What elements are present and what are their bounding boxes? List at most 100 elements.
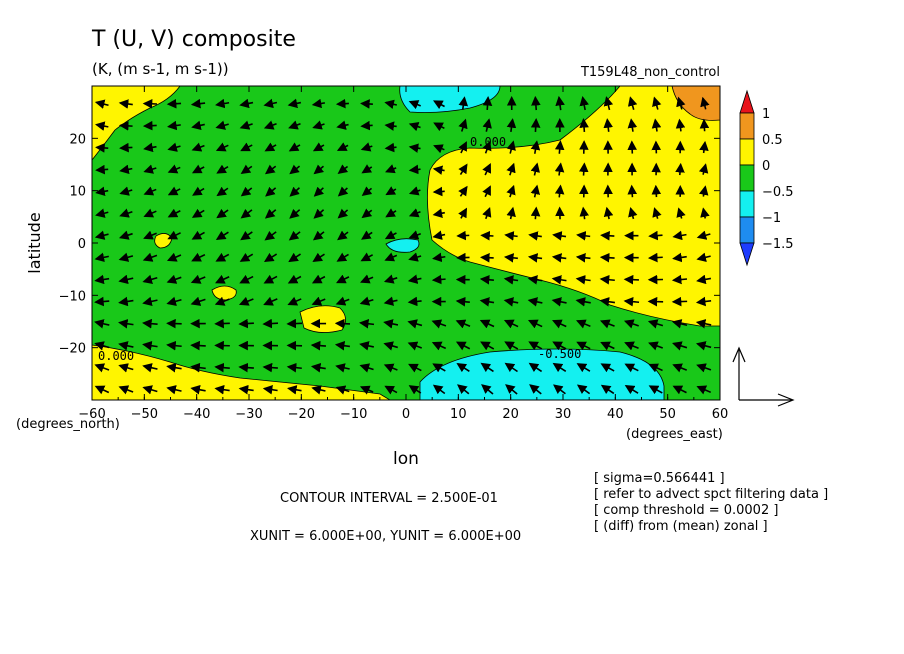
x-tick-label: 40 bbox=[607, 407, 624, 422]
wind-arrow bbox=[384, 142, 397, 153]
y-tick-label: −10 bbox=[59, 289, 86, 304]
wind-arrow bbox=[263, 98, 278, 109]
wind-arrow bbox=[385, 208, 397, 218]
wind-arrow bbox=[215, 142, 229, 152]
wind-arrow bbox=[383, 296, 398, 306]
wind-arrow bbox=[600, 230, 615, 241]
x-axis: −60 −50 −40 −30 −20 −10 0 10 20 30 40 50 60 bbox=[78, 86, 728, 422]
wind-arrow bbox=[479, 275, 494, 285]
wind-arrow bbox=[552, 362, 567, 373]
wind-arrow bbox=[603, 96, 614, 111]
wind-arrow bbox=[528, 341, 543, 351]
wind-arrow bbox=[676, 207, 686, 219]
wind-arrow bbox=[166, 385, 182, 395]
x-tick-label: −10 bbox=[340, 407, 367, 422]
wind-arrow bbox=[504, 231, 518, 241]
wind-arrow bbox=[311, 98, 326, 109]
wind-arrow bbox=[167, 120, 181, 131]
wind-arrow bbox=[95, 143, 109, 153]
wind-arrow bbox=[312, 252, 325, 262]
wind-arrow bbox=[455, 341, 471, 351]
wind-arrow bbox=[696, 385, 712, 395]
wind-arrow bbox=[334, 340, 350, 351]
wind-arrow bbox=[482, 140, 492, 154]
colorbar-label: −1.5 bbox=[762, 237, 794, 252]
wind-arrow bbox=[264, 208, 277, 219]
wind-arrow bbox=[142, 296, 158, 307]
wind-arrow bbox=[191, 208, 205, 218]
colorbar-label: −1 bbox=[762, 211, 781, 226]
note-line: [ (diff) from (mean) zonal ] bbox=[594, 519, 768, 534]
wind-arrow bbox=[700, 207, 710, 219]
wind-arrow bbox=[431, 274, 446, 285]
wind-arrow bbox=[216, 186, 229, 197]
wind-arrow bbox=[672, 363, 688, 373]
wind-arrow bbox=[458, 118, 468, 132]
wind-arrow bbox=[627, 96, 638, 110]
y-tick-label: 10 bbox=[69, 185, 86, 200]
wind-arrow bbox=[600, 341, 615, 351]
wind-arrow bbox=[600, 363, 615, 373]
wind-arrow bbox=[552, 231, 567, 241]
wind-arrow bbox=[482, 207, 492, 220]
wind-arrow bbox=[383, 341, 398, 351]
wind-arrow bbox=[384, 385, 398, 395]
wind-arrow bbox=[675, 162, 685, 176]
x-tick-label: −60 bbox=[78, 407, 105, 422]
wind-arrow bbox=[119, 164, 133, 175]
wind-arrow bbox=[286, 362, 302, 373]
wind-arrow bbox=[360, 274, 374, 284]
wind-arrow bbox=[431, 341, 447, 351]
wind-arrow bbox=[312, 142, 325, 152]
wind-arrow bbox=[360, 252, 374, 262]
wind-arrow bbox=[671, 274, 688, 285]
wind-arrow bbox=[530, 162, 540, 176]
wind-arrow bbox=[214, 362, 230, 373]
wind-arrow bbox=[118, 99, 133, 109]
wind-arrow bbox=[551, 297, 567, 307]
wind-arrow bbox=[503, 297, 519, 307]
wind-arrow bbox=[651, 184, 662, 198]
wind-arrow bbox=[383, 319, 399, 329]
wind-arrow bbox=[576, 384, 591, 395]
wind-arrow bbox=[696, 363, 712, 373]
wind-arrow bbox=[552, 319, 567, 329]
wind-arrow bbox=[623, 296, 640, 307]
wind-arrow bbox=[384, 121, 397, 131]
wind-arrow bbox=[335, 363, 350, 373]
wind-arrow bbox=[118, 385, 134, 395]
wind-arrow bbox=[289, 208, 301, 219]
colorbar-segment bbox=[739, 164, 755, 192]
wind-arrow bbox=[555, 95, 565, 111]
wind-arrow bbox=[142, 274, 158, 284]
wind-arrow bbox=[239, 98, 254, 109]
wind-arrow bbox=[624, 385, 639, 395]
wind-arrow bbox=[530, 184, 541, 198]
wind-arrow bbox=[505, 384, 518, 395]
wind-arrow bbox=[530, 118, 541, 132]
wind-vectors bbox=[94, 95, 712, 395]
wind-arrow bbox=[506, 184, 516, 198]
wind-arrow bbox=[190, 274, 206, 284]
wind-arrow bbox=[287, 274, 302, 284]
contour-label: 0.000 bbox=[470, 135, 506, 149]
wind-arrow bbox=[239, 252, 254, 262]
wind-arrow bbox=[479, 297, 495, 307]
wind-arrow bbox=[167, 142, 181, 152]
colorbar-label: 0 bbox=[762, 159, 770, 174]
unit-scale: XUNIT = 6.000E+00, YUNIT = 6.000E+00 bbox=[250, 529, 521, 544]
wind-arrow bbox=[142, 120, 157, 131]
x-tick-label: −30 bbox=[235, 407, 262, 422]
wind-arrow bbox=[94, 99, 109, 109]
colorbar-label: −0.5 bbox=[762, 185, 794, 200]
wind-arrow bbox=[552, 341, 567, 351]
wind-arrow bbox=[408, 385, 422, 395]
wind-arrow bbox=[215, 98, 230, 109]
wind-arrow bbox=[623, 319, 639, 329]
wind-arrow bbox=[215, 230, 229, 241]
wind-arrow bbox=[579, 206, 590, 220]
colorbar-segment bbox=[739, 138, 755, 166]
wind-arrow bbox=[337, 230, 349, 241]
wind-arrow bbox=[360, 120, 373, 131]
wind-arrow bbox=[310, 340, 327, 351]
